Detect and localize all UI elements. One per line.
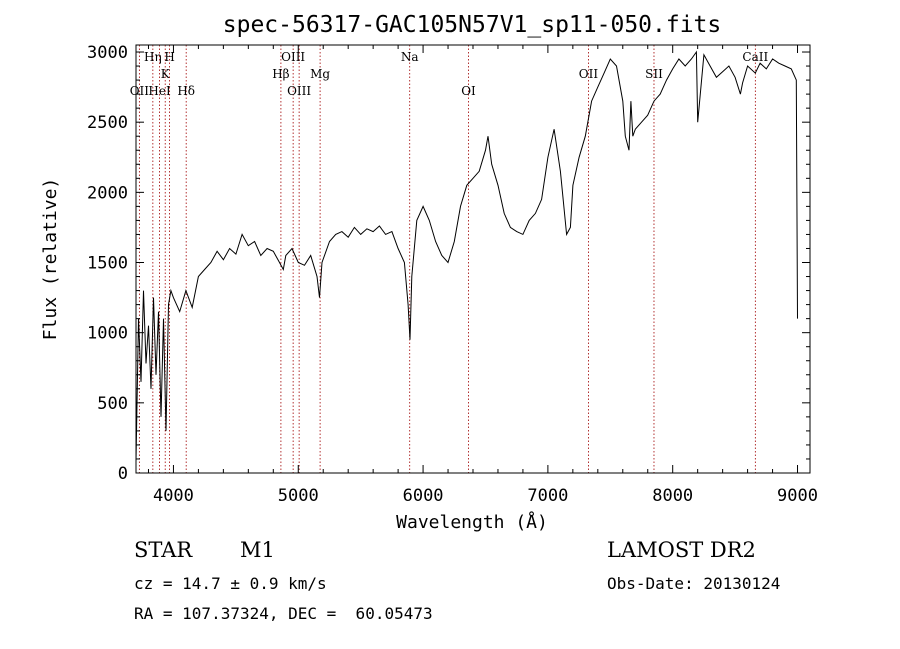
spectral-line-markers: OII Hη HeI KH Hδ Hβ OIII OIII Mg Na OI OII SII CaII xyxy=(130,45,768,473)
spectral-line-label: OIII xyxy=(287,84,311,98)
y-tick-label: 1500 xyxy=(87,254,128,274)
y-tick-label: 500 xyxy=(97,394,128,414)
spectral-line-label: OIII xyxy=(281,50,305,64)
x-tick-label: 5000 xyxy=(278,486,319,506)
spectral-line-label: OII xyxy=(130,84,150,98)
x-tick-label: 7000 xyxy=(527,486,568,506)
y-tick-label: 1000 xyxy=(87,324,128,344)
spectral-line-label: Mg xyxy=(310,67,330,81)
spectral-line-label: CaII xyxy=(742,50,768,64)
x-tick-label: 4000 xyxy=(153,486,194,506)
redshift-velocity: cz = 14.7 ± 0.9 km/s xyxy=(134,574,327,593)
spectral-line-label: SII xyxy=(645,67,663,81)
observation-date: Obs-Date: 20130124 xyxy=(607,574,781,593)
x-tick-label: 9000 xyxy=(777,486,818,506)
y-tick-label: 2000 xyxy=(87,183,128,203)
y-axis-label: Flux (relative) xyxy=(40,178,61,341)
coordinates: RA = 107.37324, DEC = 60.05473 xyxy=(134,604,433,623)
object-subclass: M1 xyxy=(240,538,275,562)
axis-ticks: 4000 5000 6000 7000 8000 9000 0 500 1000 1500 2000… xyxy=(87,43,818,506)
x-axis-label: Wavelength (Å) xyxy=(396,511,548,533)
y-tick-label: 0 xyxy=(118,464,128,484)
spectral-line-label: Na xyxy=(401,50,419,64)
spectral-line-label: HeI xyxy=(148,84,171,98)
object-class: STAR xyxy=(134,538,193,562)
spectrum-series-line xyxy=(135,50,798,462)
spectral-line-label: Hβ xyxy=(272,67,289,81)
spectral-line-label: OI xyxy=(461,84,476,98)
spectral-line-label: K xyxy=(161,67,171,81)
survey-name: LAMOST DR2 xyxy=(607,538,756,562)
plot-frame xyxy=(135,44,811,474)
y-tick-label: 3000 xyxy=(87,43,128,63)
chart-title: spec-56317-GAC105N57V1_sp11-050.fits xyxy=(223,12,722,38)
x-tick-label: 8000 xyxy=(652,486,693,506)
spectral-line-label: H xyxy=(164,50,174,64)
spectral-line-label: Hη xyxy=(144,50,162,64)
x-tick-label: 6000 xyxy=(403,486,444,506)
spectral-line-label: OII xyxy=(579,67,599,81)
y-tick-label: 2500 xyxy=(87,113,128,133)
spectral-line-label: Hδ xyxy=(177,84,195,98)
